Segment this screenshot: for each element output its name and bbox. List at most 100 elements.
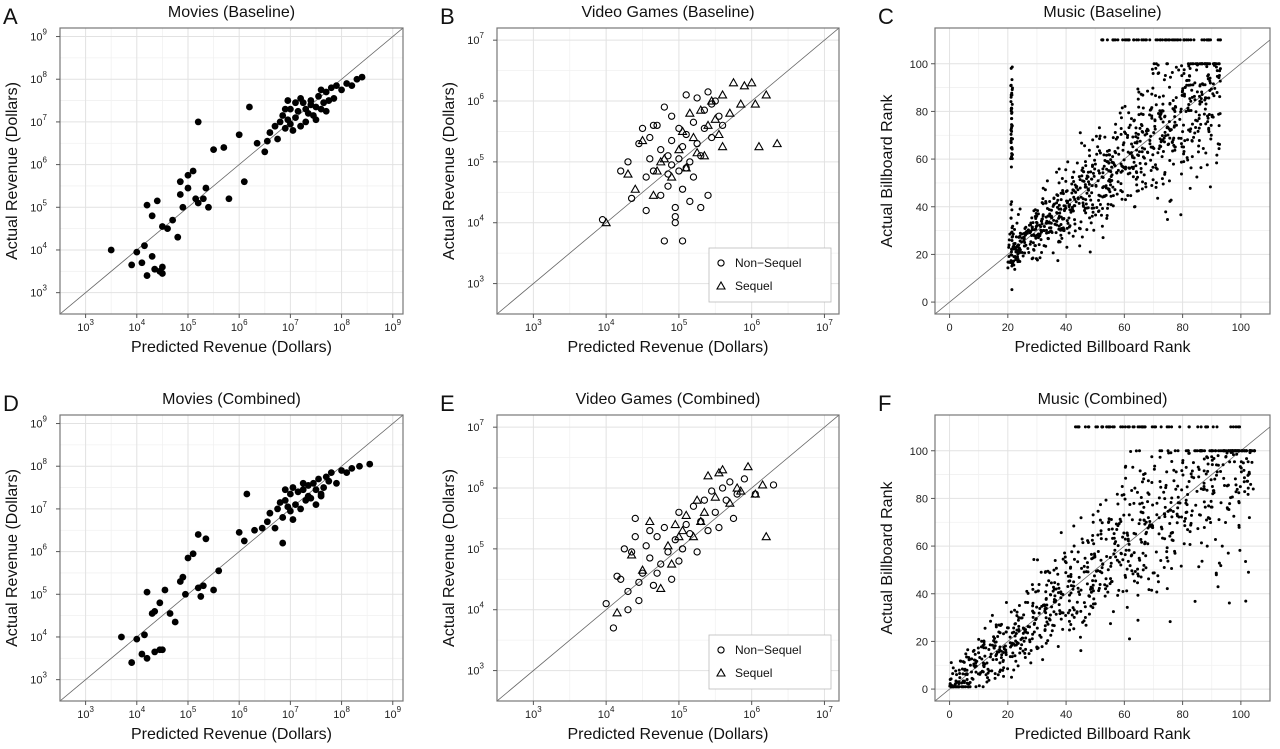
data-point	[1012, 255, 1016, 259]
data-point	[1090, 177, 1094, 181]
data-point	[1205, 163, 1209, 167]
data-point	[1181, 473, 1185, 477]
data-point-sequel	[637, 135, 648, 145]
data-point	[194, 118, 202, 126]
data-point	[1010, 111, 1014, 115]
data-point	[999, 656, 1003, 660]
data-point	[1131, 175, 1135, 179]
data-point	[348, 82, 356, 90]
data-point	[1143, 425, 1147, 429]
data-point-non-sequel	[704, 88, 712, 96]
data-point	[1132, 551, 1136, 555]
data-point	[1211, 82, 1215, 86]
data-point	[1041, 186, 1045, 190]
data-point	[356, 462, 363, 470]
data-point	[1206, 516, 1210, 520]
data-point	[1083, 425, 1087, 429]
data-point	[1195, 68, 1199, 72]
data-point	[1165, 550, 1169, 554]
data-point	[1029, 223, 1033, 227]
data-point	[1123, 537, 1127, 541]
data-point	[1013, 622, 1017, 626]
data-point	[1151, 86, 1155, 90]
data-point	[1143, 522, 1147, 526]
data-point	[1079, 220, 1083, 224]
data-point	[998, 648, 1002, 652]
data-point	[1225, 451, 1229, 455]
data-point	[971, 677, 975, 681]
data-point	[1206, 73, 1210, 77]
data-point-sequel	[699, 507, 710, 516]
data-point	[307, 101, 315, 109]
data-point	[1045, 179, 1049, 183]
data-point	[1098, 137, 1102, 141]
data-point	[1155, 590, 1159, 594]
data-point	[1098, 202, 1102, 206]
data-point	[1027, 652, 1031, 656]
data-point	[1048, 613, 1052, 617]
data-point-non-sequel	[617, 167, 625, 175]
data-point	[1120, 485, 1124, 489]
data-point	[1143, 147, 1147, 151]
data-point	[1009, 128, 1013, 132]
data-point	[1195, 62, 1199, 66]
data-point	[1120, 493, 1124, 497]
data-point	[292, 99, 299, 107]
data-point-sequel	[673, 531, 684, 541]
data-point	[1121, 558, 1125, 562]
legend-label: Sequel	[735, 666, 772, 680]
data-point	[1091, 602, 1095, 606]
data-point-non-sequel	[624, 587, 632, 596]
data-point	[1128, 166, 1132, 170]
data-point	[1132, 501, 1136, 505]
data-point	[158, 646, 166, 654]
data-point	[1209, 499, 1213, 503]
data-point	[1163, 172, 1167, 176]
data-point	[1240, 449, 1244, 453]
data-point-non-sequel	[646, 526, 654, 535]
y-tick-label: 103	[467, 662, 484, 678]
data-point	[1226, 449, 1230, 453]
data-point	[1200, 62, 1204, 66]
data-point-non-sequel	[653, 569, 661, 577]
data-point	[1129, 117, 1133, 121]
data-point-non-sequel	[678, 237, 687, 245]
data-point	[960, 667, 964, 671]
data-point	[1010, 154, 1014, 158]
data-point	[1236, 425, 1240, 429]
data-point	[1159, 425, 1163, 429]
data-point	[1109, 561, 1113, 565]
data-point	[1105, 216, 1109, 220]
x-tick-label: 105	[180, 705, 197, 721]
data-point	[1182, 152, 1186, 156]
data-point	[1028, 638, 1032, 642]
x-axis-label: Predicted Revenue (Dollars)	[568, 726, 769, 743]
data-point	[1068, 566, 1072, 570]
y-tick-label: 40	[916, 202, 928, 214]
data-point	[348, 464, 356, 472]
y-tick-label: 108	[30, 70, 47, 86]
data-point	[1141, 130, 1145, 134]
data-point	[1010, 675, 1014, 679]
data-point	[240, 178, 248, 186]
data-point	[1076, 560, 1080, 564]
data-point	[1091, 589, 1095, 593]
data-point	[1033, 208, 1037, 212]
data-point	[1059, 191, 1063, 195]
data-point	[1109, 203, 1113, 207]
data-point	[1108, 180, 1112, 184]
y-tick-label: 104	[467, 214, 484, 230]
data-point-sequel	[710, 492, 721, 501]
data-point	[1030, 216, 1034, 220]
y-tick-label: 105	[467, 153, 484, 169]
data-point	[286, 105, 294, 113]
chart-title: Movies (Combined)	[162, 391, 301, 408]
data-point	[1179, 107, 1183, 111]
data-point	[1040, 217, 1044, 221]
data-point	[1235, 452, 1239, 456]
data-point	[1071, 587, 1075, 591]
data-point	[1010, 226, 1014, 230]
data-point	[974, 685, 978, 689]
data-point	[1127, 548, 1131, 552]
data-point	[1204, 151, 1208, 155]
